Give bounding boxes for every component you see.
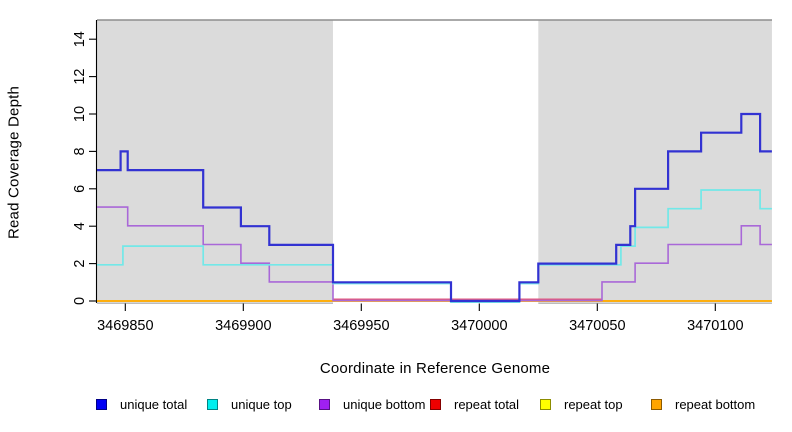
- x-tick-label: 3469850: [97, 318, 153, 334]
- legend-label: repeat bottom: [675, 396, 756, 412]
- x-tick-label: 3469950: [333, 318, 389, 334]
- legend-swatch: [430, 398, 441, 410]
- y-tick-label: 2: [72, 260, 88, 268]
- x-tick-label: 3470100: [687, 318, 743, 334]
- y-tick-label: 8: [72, 147, 88, 155]
- shaded-band: [538, 20, 772, 303]
- legend-item-unique-bottom: unique bottom: [319, 396, 425, 412]
- legend-label: unique total: [120, 396, 188, 412]
- series-unique-total: [97, 112, 772, 303]
- legend-swatch: [207, 398, 218, 410]
- legend-label: repeat total: [454, 396, 520, 412]
- y-tick-label: 0: [72, 297, 88, 305]
- y-tick-label: 10: [72, 106, 88, 122]
- y-tick-label: 12: [72, 69, 88, 85]
- x-tick-label: 3470050: [569, 318, 625, 334]
- shaded-band: [96, 20, 333, 303]
- y-axis-title: Read Coverage Depth: [5, 85, 23, 240]
- legend-item-unique-total: unique total: [96, 396, 187, 412]
- legend-item-unique-top: unique top: [207, 396, 292, 412]
- legend-swatch: [96, 398, 107, 410]
- legend-label: repeat top: [564, 396, 623, 412]
- legend-swatch: [651, 398, 662, 410]
- x-tick-label: 3469900: [215, 318, 271, 334]
- legend-item-repeat-top: repeat top: [540, 396, 623, 412]
- legend-swatch: [319, 398, 330, 410]
- legend-label: unique bottom: [343, 396, 426, 412]
- legend-label: unique top: [231, 396, 292, 412]
- x-tick-label: 3470000: [451, 318, 507, 334]
- y-tick-label: 4: [72, 222, 88, 230]
- y-tick-label: 14: [72, 31, 88, 47]
- legend-item-repeat-total: repeat total: [430, 396, 519, 412]
- legend-swatch: [540, 398, 551, 410]
- legend-item-repeat-bottom: repeat bottom: [651, 396, 755, 412]
- y-tick-label: 6: [72, 185, 88, 193]
- x-axis-title: Coordinate in Reference Genome: [319, 360, 551, 377]
